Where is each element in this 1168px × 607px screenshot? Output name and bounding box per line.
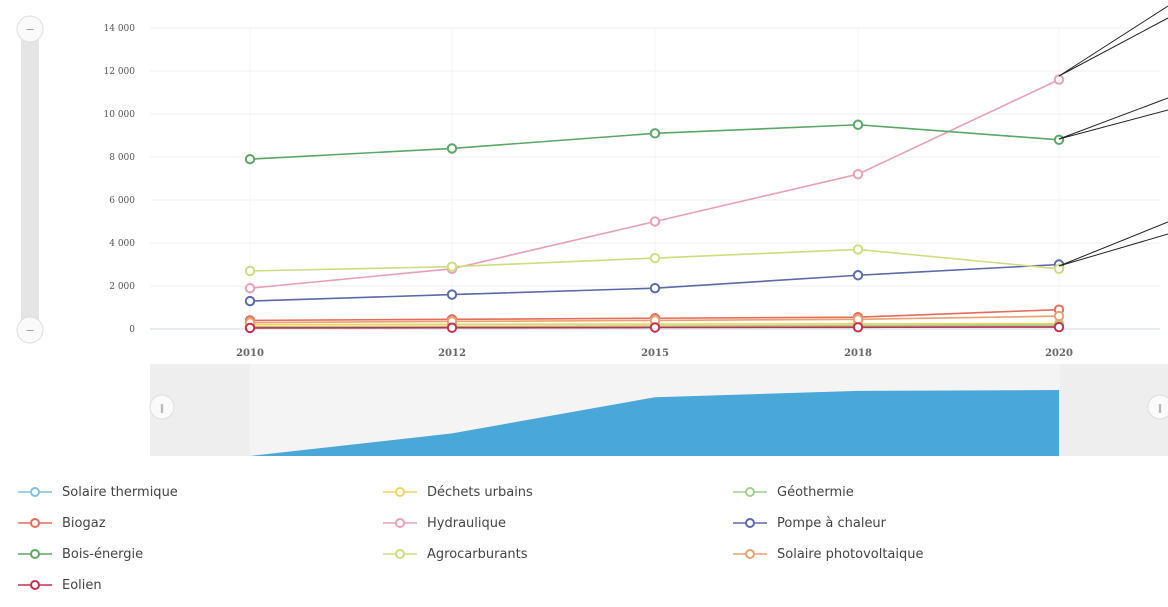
legend-symbol <box>18 549 52 559</box>
legend-symbol <box>18 580 52 590</box>
legend-symbol <box>733 487 767 497</box>
data-point[interactable] <box>244 153 256 165</box>
x-tick-label: 2010 <box>236 348 264 359</box>
legend-symbol-marker <box>30 518 40 528</box>
legend-item[interactable]: Eolien <box>18 575 102 595</box>
legend-item[interactable]: Hydraulique <box>383 513 506 533</box>
legend-symbol-marker <box>745 549 755 559</box>
legend-symbol-marker <box>395 549 405 559</box>
legend-label: Biogaz <box>62 515 106 531</box>
zoom-top-handle[interactable] <box>16 15 44 43</box>
navigator-left-handle[interactable] <box>149 394 175 420</box>
legend-item[interactable]: Solaire photovoltaique <box>733 544 924 564</box>
legend-symbol <box>18 518 52 528</box>
zoom-bottom-handle-label: − <box>25 324 34 337</box>
data-point[interactable] <box>1053 310 1065 322</box>
data-point[interactable] <box>244 265 256 277</box>
legend-symbol <box>383 487 417 497</box>
legend-item[interactable]: Bois-énergie <box>18 544 143 564</box>
legend-symbol <box>383 549 417 559</box>
legend-item[interactable]: Biogaz <box>18 513 106 533</box>
data-point[interactable] <box>649 322 661 333</box>
data-point[interactable] <box>1053 134 1065 146</box>
data-point[interactable] <box>852 322 864 333</box>
data-point[interactable] <box>446 261 458 272</box>
legend-label: Bois-énergie <box>62 546 144 562</box>
legend-symbol <box>733 518 767 528</box>
navigator-right-handle[interactable] <box>1147 394 1168 420</box>
legend-symbol-marker <box>395 487 405 497</box>
data-point[interactable] <box>649 282 661 294</box>
x-axis: 2010 2012 2015 2018 2020 <box>150 328 1160 359</box>
y-tick-label: 10 000 <box>104 110 136 120</box>
legend-label: Pompe à chaleur <box>777 515 887 531</box>
data-point[interactable] <box>852 119 864 130</box>
data-point[interactable] <box>446 143 458 154</box>
y-tick-label: 0 <box>129 325 135 335</box>
navigator-left-handle-label: ‖ <box>160 404 165 414</box>
legend-item[interactable]: Déchets urbains <box>383 482 533 502</box>
legend-symbol <box>733 549 767 559</box>
vertical-zoom-track[interactable] <box>21 28 39 330</box>
legend-label: Géothermie <box>777 484 854 500</box>
data-point[interactable] <box>244 282 256 294</box>
legend-symbol-marker <box>745 518 755 528</box>
legend-symbol-marker <box>395 518 405 528</box>
legend-label: Solaire photovoltaique <box>777 546 924 562</box>
navigator-area <box>250 390 1059 456</box>
legend: Solaire thermique Déchets urbains Géotherm… <box>0 472 1168 607</box>
data-point[interactable] <box>446 322 458 333</box>
legend-symbol-marker <box>30 580 40 590</box>
navigator-right-handle-label: ‖ <box>1158 404 1163 414</box>
x-tick-label: 2020 <box>1045 348 1073 359</box>
legend-symbol <box>383 518 417 528</box>
legend-item[interactable]: Pompe à chaleur <box>733 513 886 533</box>
zoom-bottom-handle[interactable] <box>16 316 44 344</box>
legend-item[interactable]: Géothermie <box>733 482 854 502</box>
y-tick-label: 2 000 <box>109 282 135 292</box>
x-tick-label: 2018 <box>844 348 872 359</box>
annotation-lines <box>1058 5 1168 267</box>
data-point[interactable] <box>852 244 864 255</box>
y-tick-label: 12 000 <box>104 67 136 77</box>
legend-label: Solaire thermique <box>62 484 178 500</box>
legend-label: Hydraulique <box>427 515 506 531</box>
navigator-series <box>250 390 1059 456</box>
legend-item[interactable]: Solaire thermique <box>18 482 178 502</box>
y-tick-label: 8 000 <box>109 153 135 163</box>
legend-symbol-marker <box>30 487 40 497</box>
data-point[interactable] <box>1053 321 1065 333</box>
data-point[interactable] <box>244 295 256 307</box>
legend-label: Déchets urbains <box>427 484 533 500</box>
y-axis: 0 2 000 4 000 6 000 8 000 10 000 12 000 14 000 <box>104 24 136 335</box>
legend-symbol-marker <box>30 549 40 559</box>
chart: − − 0 2 000 4 000 6 000 8 000 10 000 12 000 14 … <box>16 5 1168 456</box>
data-point[interactable] <box>852 169 864 180</box>
x-tick-label: 2015 <box>641 348 669 359</box>
legend-symbol <box>18 487 52 497</box>
legend-label: Eolien <box>62 577 102 593</box>
legend-symbol-marker <box>745 487 755 497</box>
data-point[interactable] <box>446 289 458 300</box>
x-tick-label: 2012 <box>438 348 466 359</box>
data-point[interactable] <box>1053 263 1065 274</box>
y-tick-label: 14 000 <box>104 24 136 34</box>
data-point[interactable] <box>244 322 256 334</box>
y-tick-label: 6 000 <box>109 196 135 206</box>
legend-label: Agrocarburants <box>427 546 528 562</box>
legend-item[interactable]: Agrocarburants <box>383 544 528 564</box>
zoom-top-handle-label: − <box>25 23 34 36</box>
data-point[interactable] <box>649 128 661 139</box>
data-point[interactable] <box>852 270 864 281</box>
series-group <box>244 74 1065 334</box>
data-point[interactable] <box>649 252 661 264</box>
data-point[interactable] <box>1053 74 1065 85</box>
data-point[interactable] <box>649 216 661 227</box>
y-tick-label: 4 000 <box>109 239 135 249</box>
